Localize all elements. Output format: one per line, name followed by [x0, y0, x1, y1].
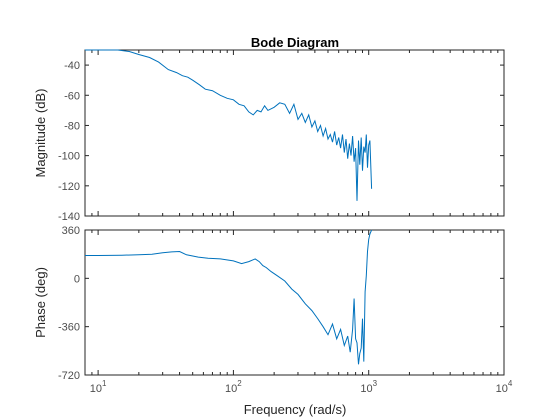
x-tick-label-exponent: 3 [373, 379, 378, 388]
x-tick-label-exponent: 1 [102, 379, 107, 388]
magnitude-y-tick-label: -140 [58, 211, 80, 223]
magnitude-y-tick-label: -80 [64, 120, 80, 132]
phase-y-tick-label: -360 [58, 322, 80, 334]
magnitude-y-tick-label: -40 [64, 60, 80, 72]
x-axis-label: Frequency (rad/s) [244, 402, 347, 417]
magnitude-series-line [85, 49, 373, 201]
phase-series-line [85, 229, 373, 365]
x-tick-label-base: 10 [225, 383, 237, 395]
magnitude-y-tick-label: -60 [64, 90, 80, 102]
phase-y-tick-label: 360 [62, 225, 80, 237]
x-tick-label: 103 [360, 379, 377, 395]
x-tick-label: 101 [90, 379, 107, 395]
magnitude-panel: -40 -60 -80 -100 -120 -140 Magnitude (dB) [33, 49, 505, 223]
magnitude-axes-box [84, 49, 505, 217]
x-tick-label-base: 10 [496, 383, 508, 395]
x-tick-label: 104 [496, 379, 513, 395]
phase-axes-box [84, 229, 505, 376]
x-tick-label-base: 10 [90, 383, 102, 395]
plot-panels: -40 -60 -80 -100 -120 -140 Magnitude (dB) 360 0 -… [33, 49, 513, 395]
magnitude-y-axis-label: Magnitude (dB) [33, 89, 48, 178]
phase-y-tick-label: -720 [58, 370, 80, 382]
phase-panel: 360 0 -360 -720 Phase (deg) [33, 225, 505, 382]
phase-y-tick-label: 0 [74, 273, 80, 285]
x-tick-label-base: 10 [360, 383, 372, 395]
magnitude-y-tick-label: -120 [58, 181, 80, 193]
magnitude-y-tick-label: -100 [58, 151, 80, 163]
x-tick-label-exponent: 2 [237, 379, 242, 388]
x-tick-label: 102 [225, 379, 242, 395]
chart-title: Bode Diagram [251, 35, 339, 50]
phase-y-axis-label: Phase (deg) [33, 267, 48, 338]
x-tick-label-exponent: 4 [508, 379, 513, 388]
